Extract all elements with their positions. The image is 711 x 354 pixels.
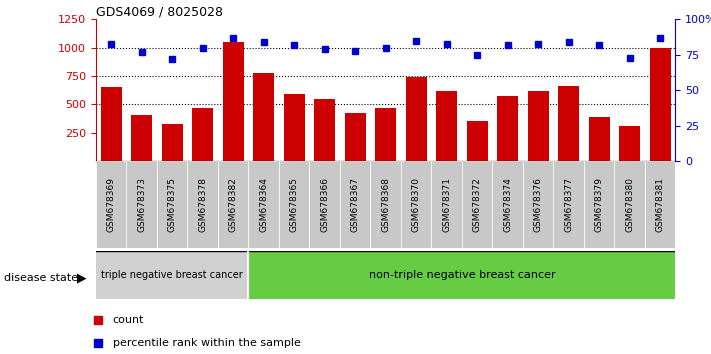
Bar — [188, 161, 218, 248]
Bar — [493, 161, 523, 248]
Text: GSM678372: GSM678372 — [473, 177, 482, 232]
Bar — [279, 161, 309, 248]
Text: GSM678380: GSM678380 — [625, 177, 634, 232]
Text: non-triple negative breast cancer: non-triple negative breast cancer — [368, 270, 555, 280]
Text: GSM678367: GSM678367 — [351, 177, 360, 232]
Bar — [340, 161, 370, 248]
Text: GSM678375: GSM678375 — [168, 177, 177, 232]
Bar — [436, 91, 457, 161]
Bar — [370, 161, 401, 248]
Bar — [218, 161, 248, 248]
Bar — [96, 161, 127, 248]
Bar — [619, 126, 641, 161]
Bar — [462, 161, 493, 248]
Bar — [497, 96, 518, 161]
Text: GSM678366: GSM678366 — [320, 177, 329, 232]
Text: triple negative breast cancer: triple negative breast cancer — [102, 270, 243, 280]
Bar — [528, 91, 549, 161]
Text: count: count — [113, 315, 144, 325]
Text: GSM678368: GSM678368 — [381, 177, 390, 232]
Text: GSM678369: GSM678369 — [107, 177, 116, 232]
Bar — [553, 161, 584, 248]
Bar — [584, 161, 614, 248]
Bar — [248, 251, 690, 299]
Text: GSM678371: GSM678371 — [442, 177, 451, 232]
Text: GSM678370: GSM678370 — [412, 177, 421, 232]
Bar — [314, 99, 336, 161]
Bar — [127, 161, 157, 248]
Text: GSM678374: GSM678374 — [503, 177, 512, 232]
Text: GSM678378: GSM678378 — [198, 177, 207, 232]
Bar — [96, 251, 248, 299]
Bar — [375, 108, 397, 161]
Bar — [589, 118, 610, 161]
Text: percentile rank within the sample: percentile rank within the sample — [113, 338, 301, 348]
Bar — [650, 48, 671, 161]
Bar — [466, 121, 488, 161]
Bar — [432, 161, 462, 248]
Bar — [253, 73, 274, 161]
Bar — [405, 77, 427, 161]
Bar — [614, 161, 645, 248]
Bar — [157, 161, 188, 248]
Bar — [192, 108, 213, 161]
Text: GSM678376: GSM678376 — [534, 177, 542, 232]
Text: ▶: ▶ — [77, 272, 87, 284]
Bar — [558, 86, 579, 161]
Text: GDS4069 / 8025028: GDS4069 / 8025028 — [96, 5, 223, 18]
Text: GSM678377: GSM678377 — [565, 177, 573, 232]
Text: GSM678379: GSM678379 — [594, 177, 604, 232]
Bar — [284, 94, 305, 161]
Text: GSM678365: GSM678365 — [289, 177, 299, 232]
Text: GSM678364: GSM678364 — [260, 177, 268, 232]
Bar — [161, 124, 183, 161]
Text: GSM678373: GSM678373 — [137, 177, 146, 232]
Bar — [248, 161, 279, 248]
Text: GSM678381: GSM678381 — [656, 177, 665, 232]
Bar — [309, 161, 340, 248]
Text: disease state: disease state — [4, 273, 77, 283]
Bar — [100, 87, 122, 161]
Text: GSM678382: GSM678382 — [229, 177, 237, 232]
Bar — [131, 115, 152, 161]
Bar — [345, 114, 366, 161]
Bar — [523, 161, 553, 248]
Bar — [401, 161, 432, 248]
Bar — [645, 161, 675, 248]
Bar — [223, 42, 244, 161]
